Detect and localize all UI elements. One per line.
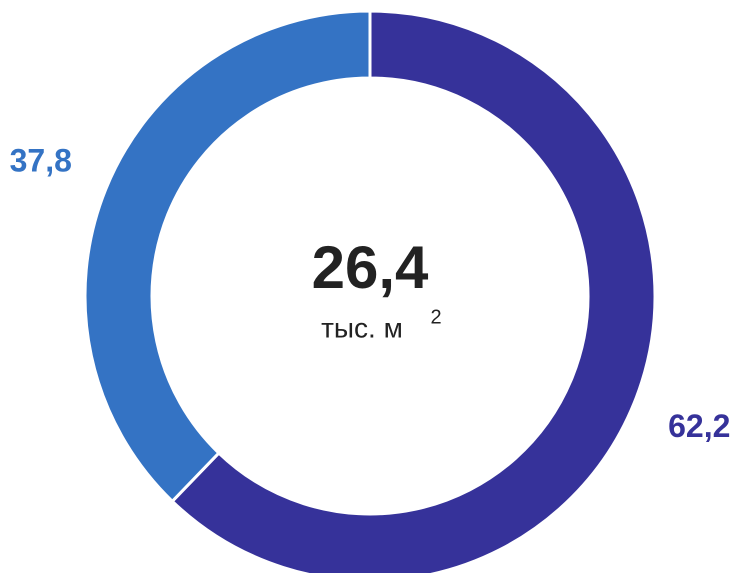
- value-label: 37,8: [10, 143, 72, 179]
- center-value: 26,4: [312, 234, 429, 301]
- donut: [83, 9, 657, 573]
- slice: [170, 9, 657, 573]
- center-unit: тыс. м: [321, 312, 403, 343]
- value-label: 62,2: [668, 408, 730, 444]
- slice: [83, 9, 372, 504]
- center-unit-sup: 2: [430, 306, 441, 328]
